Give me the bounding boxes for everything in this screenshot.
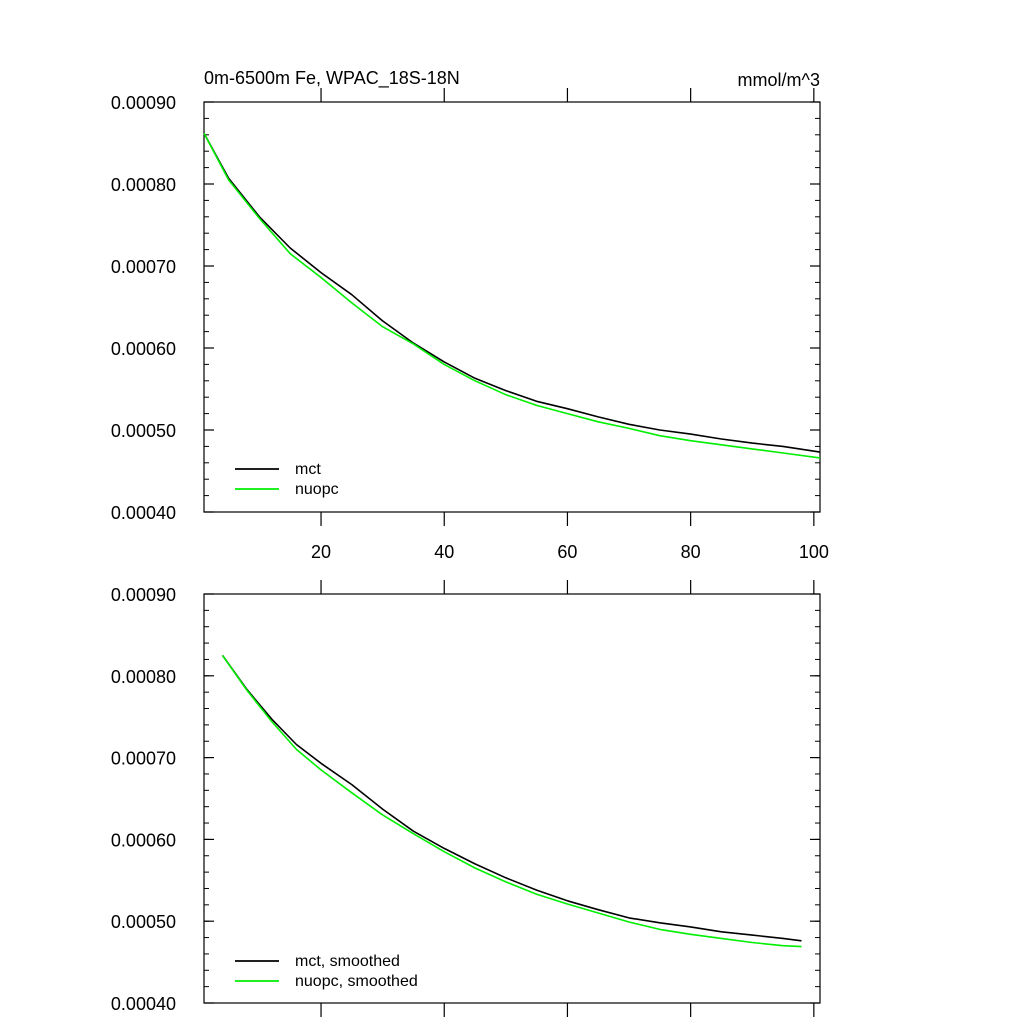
y-tick-label: 0.00080 [111, 175, 176, 195]
plot-frame [203, 593, 821, 1004]
x-tick-label: 20 [311, 542, 331, 562]
x-tick-label: 40 [434, 542, 454, 562]
chart-title-right: mmol/m^3 [738, 70, 820, 90]
legend-label-0: mct [295, 461, 321, 478]
y-tick-label: 0.00060 [111, 830, 176, 850]
series-line-0 [203, 132, 821, 453]
y-tick-label: 0.00060 [111, 339, 176, 359]
plot-frame [203, 101, 821, 513]
panel-bottom: 0.00040 0.00050 0.00060 0.00070 0.00080 0.000… [111, 580, 821, 1017]
y-tick-label: 0.00070 [111, 749, 176, 769]
series-line-1 [203, 132, 821, 459]
y-tick-label: 0.00090 [111, 585, 176, 605]
y-tick-label: 0.00070 [111, 257, 176, 277]
y-tick-label: 0.00040 [111, 994, 176, 1014]
legend-label-1: nuopc, smoothed [295, 973, 418, 990]
y-tick-label: 0.00090 [111, 93, 176, 113]
legend-label-0: mct, smoothed [295, 953, 400, 970]
y-tick-label: 0.00050 [111, 912, 176, 932]
x-tick-label: 100 [799, 542, 829, 562]
x-tick-label: 60 [557, 542, 577, 562]
x-tick-label: 80 [681, 542, 701, 562]
panel-top: 0m-6500m Fe, WPAC_18S-18N mmol/m^3 0.000… [111, 68, 829, 562]
y-tick-label: 0.00080 [111, 667, 176, 687]
series-line-1 [221, 654, 802, 948]
y-tick-label: 0.00040 [111, 503, 176, 523]
y-tick-label: 0.00050 [111, 421, 176, 441]
chart-title-left: 0m-6500m Fe, WPAC_18S-18N [204, 68, 460, 89]
series-line-0 [221, 654, 802, 942]
legend-label-1: nuopc [295, 481, 339, 498]
